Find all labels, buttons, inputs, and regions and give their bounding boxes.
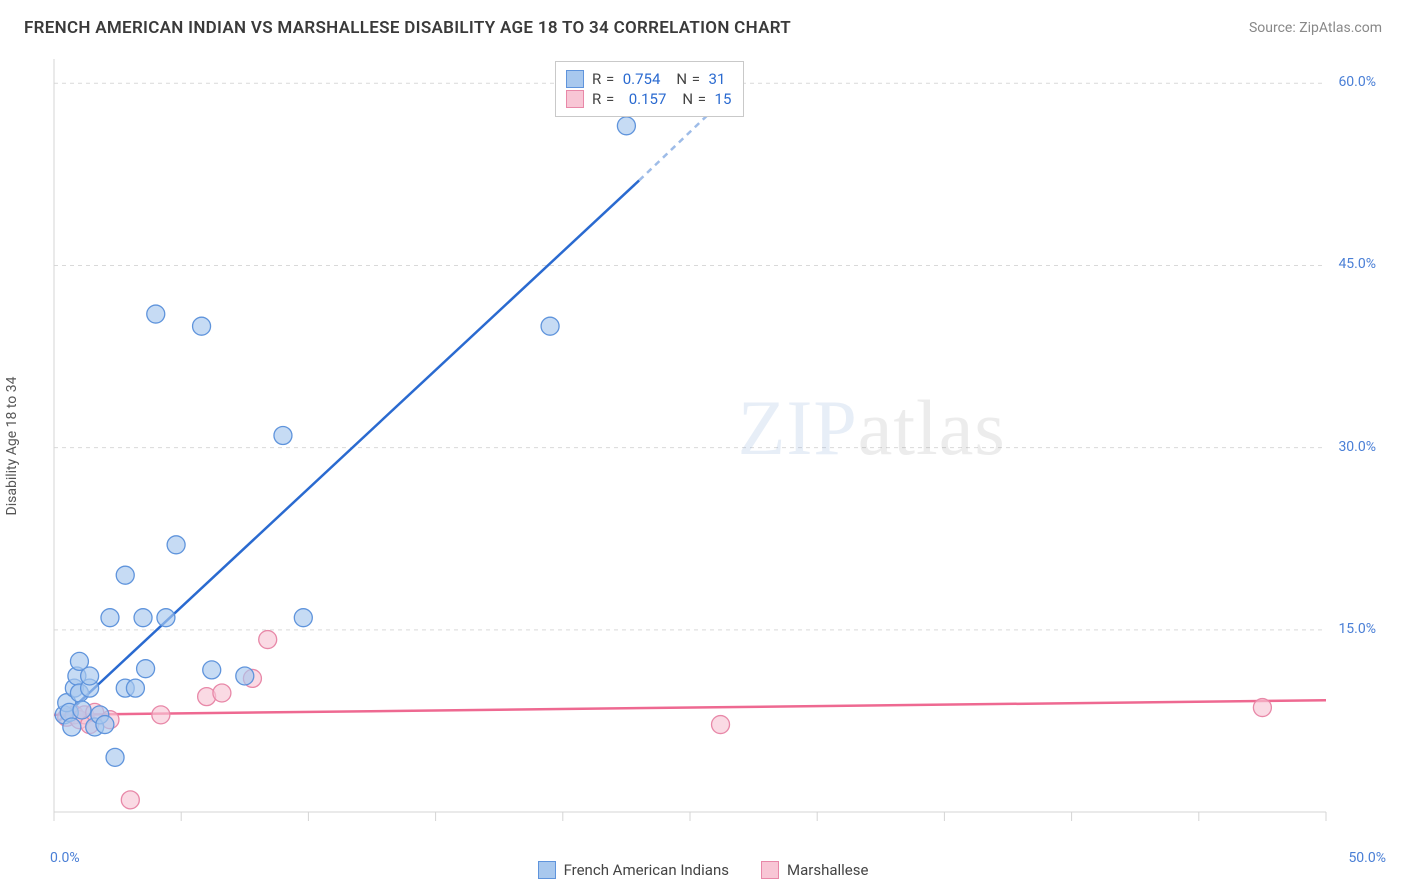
source-prefix: Source: — [1249, 20, 1299, 36]
swatch-pink-icon — [566, 90, 584, 108]
n-value-1: 15 — [715, 90, 732, 108]
y-axis-label: Disability Age 18 to 34 — [4, 377, 20, 516]
stats-row-blue: R = 0.754 N = 31 — [566, 70, 731, 88]
y-tick-labels: 15.0% 30.0% 45.0% 60.0% — [1316, 55, 1376, 842]
x-tick-50: 50.0% — [1348, 850, 1386, 866]
chart-title: FRENCH AMERICAN INDIAN VS MARSHALLESE DI… — [24, 18, 791, 38]
y-tick-45: 45.0% — [1338, 256, 1376, 272]
chart-plot-area — [50, 55, 1386, 842]
chart-source: Source: ZipAtlas.com — [1249, 20, 1382, 36]
n-label-0: N = — [676, 70, 700, 88]
r-label-1: R = — [592, 90, 615, 108]
n-value-0: 31 — [709, 70, 726, 88]
stats-legend-box: R = 0.754 N = 31 R = 0.157 N = 15 — [555, 61, 744, 117]
swatch-blue-icon — [566, 70, 584, 88]
y-tick-60: 60.0% — [1338, 74, 1376, 90]
scatter-chart-svg — [50, 55, 1386, 842]
stats-row-pink: R = 0.157 N = 15 — [566, 90, 731, 108]
y-tick-15: 15.0% — [1338, 621, 1376, 637]
source-link[interactable]: ZipAtlas.com — [1299, 20, 1382, 36]
y-tick-30: 30.0% — [1338, 439, 1376, 455]
n-label-1: N = — [682, 90, 706, 108]
x-tick-0: 0.0% — [50, 850, 80, 866]
r-label-0: R = — [592, 70, 615, 88]
x-tick-labels: 0.0% 50.0% — [50, 850, 1386, 870]
r-value-0: 0.754 — [623, 70, 661, 88]
r-value-1: 0.157 — [629, 90, 667, 108]
chart-header: FRENCH AMERICAN INDIAN VS MARSHALLESE DI… — [0, 0, 1406, 48]
